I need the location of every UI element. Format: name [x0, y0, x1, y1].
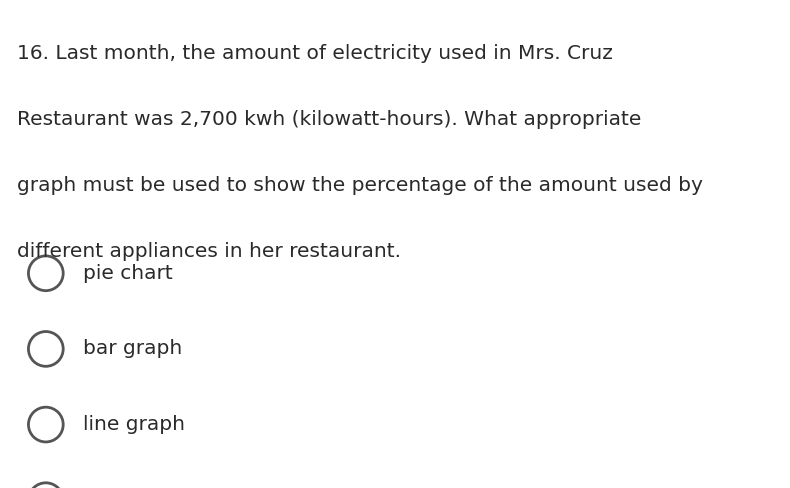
Text: line graph: line graph: [83, 415, 185, 434]
Text: graph must be used to show the percentage of the amount used by: graph must be used to show the percentag…: [17, 176, 703, 195]
Text: bar graph: bar graph: [83, 340, 182, 358]
Text: 16. Last month, the amount of electricity used in Mrs. Cruz: 16. Last month, the amount of electricit…: [17, 44, 613, 63]
Text: Restaurant was 2,700 kwh (kilowatt-hours). What appropriate: Restaurant was 2,700 kwh (kilowatt-hours…: [17, 110, 641, 129]
Text: different appliances in her restaurant.: different appliances in her restaurant.: [17, 242, 401, 261]
Text: pie chart: pie chart: [83, 264, 173, 283]
